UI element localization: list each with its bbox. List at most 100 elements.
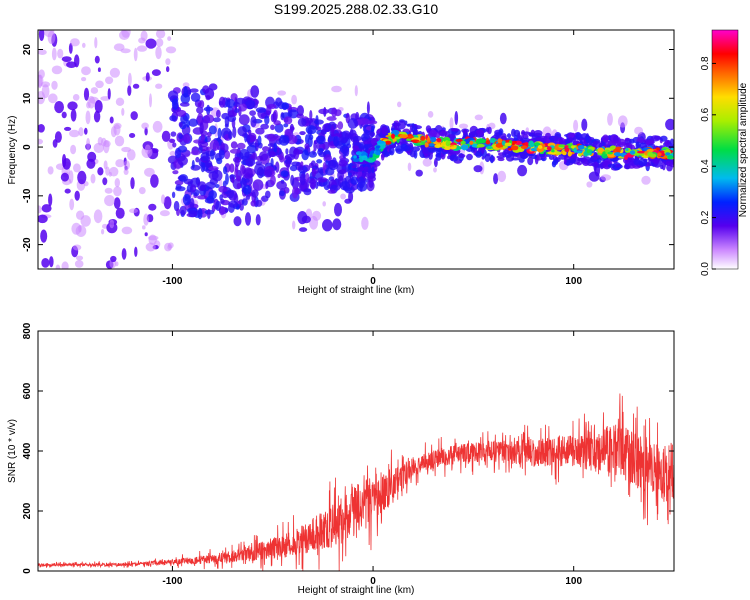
noise-blob [473,165,483,173]
ridge-core-blob [478,139,487,144]
noise-blob [588,171,600,182]
band-blob [283,116,293,125]
ridge-core-blob [393,136,401,140]
noise-blob [138,37,146,44]
ridge-core-blob [548,152,557,155]
band-blob [230,141,238,149]
noise-blob [38,205,42,214]
noise-blob [322,201,327,207]
noise-blob [90,87,99,94]
ridge-band-blob [567,158,576,164]
snr-ticks: -100 0 100 0 200 400 600 800 [22,322,674,587]
band-blob [189,184,197,193]
ridge-band-blob [411,125,418,134]
band-blob [244,151,252,158]
noise-blob [497,170,507,183]
band-blob [211,169,223,182]
ridge-core-blob [502,145,508,149]
band-blob [171,191,176,198]
noise-blob [121,30,131,38]
ridge-band-blob [517,132,521,140]
noise-blob [233,216,242,227]
noise-blob [301,215,311,224]
y-tick-label: 600 [22,382,33,399]
noise-blob [40,229,48,243]
band-blob [316,159,323,164]
ridge-core-blob [647,151,653,157]
band-blob [290,174,295,186]
ridge-core-blob [371,156,377,161]
noise-blob [60,172,69,182]
band-blob [318,108,329,115]
noise-blob [127,149,136,161]
band-blob [234,157,240,168]
noise-blob [85,110,91,125]
noise-blob [415,169,423,177]
band-blob [176,208,180,217]
band-blob [305,172,310,183]
noise-blob [87,151,97,162]
noise-blob [102,177,108,186]
noise-blob [149,93,152,108]
ridge-band-blob [527,156,534,166]
noise-blob [141,122,149,130]
band-blob [254,163,266,176]
snr-panel: -100 0 100 0 200 400 600 800 Height of straight… [7,322,675,596]
band-blob [250,200,257,207]
noise-blob [38,138,43,145]
noise-blob [151,148,159,154]
band-blob [215,200,222,211]
ridge-core-blob [467,137,475,141]
ridge-core-blob [450,146,457,150]
band-blob [370,125,375,132]
ridge-core-blob [551,149,555,153]
ridge-band-blob [586,162,594,167]
band-blob [349,128,354,141]
band-blob [177,145,188,153]
x-tick-label: 100 [565,276,582,287]
ridge-core-blob [636,150,646,154]
band-blob [366,180,375,192]
band-blob [317,177,328,183]
noise-blob [38,49,47,55]
noise-blob [64,126,72,131]
noise-blob [517,164,528,177]
noise-blob [245,212,251,226]
band-blob [232,126,237,139]
noise-blob [80,215,91,227]
ridge-core-blob [430,136,437,143]
ridge-core-blob [387,136,392,139]
ridge-core-blob [460,144,469,151]
band-blob [347,118,358,129]
band-blob [229,148,241,154]
noise-blob [115,97,125,107]
noise-blob [97,167,104,176]
band-blob [172,142,177,148]
band-blob [284,128,293,136]
ridge-band-blob [470,146,476,153]
noise-blob [94,37,98,49]
band-blob [297,117,307,127]
noise-blob [148,203,157,211]
band-blob [300,173,306,186]
x-tick-label: 100 [565,576,582,587]
ridge-core-blob [597,147,605,154]
band-blob [293,149,304,155]
noise-blob [130,177,135,190]
band-blob [241,198,248,206]
band-blob [259,151,269,161]
ridge-core-blob [420,135,426,141]
noise-blob [121,146,131,153]
ridge-core-blob [564,147,570,153]
noise-blob [103,140,110,154]
y-tick-label: -20 [22,237,33,252]
noise-blob [322,219,333,232]
ridge-core-blob [567,151,572,157]
band-blob [238,103,248,112]
noise-blob [54,131,62,143]
band-blob [266,133,277,142]
ridge-core-blob [615,146,622,150]
y-tick-label: 400 [22,442,33,459]
ridge-core-blob [471,143,478,148]
band-blob [225,98,236,108]
